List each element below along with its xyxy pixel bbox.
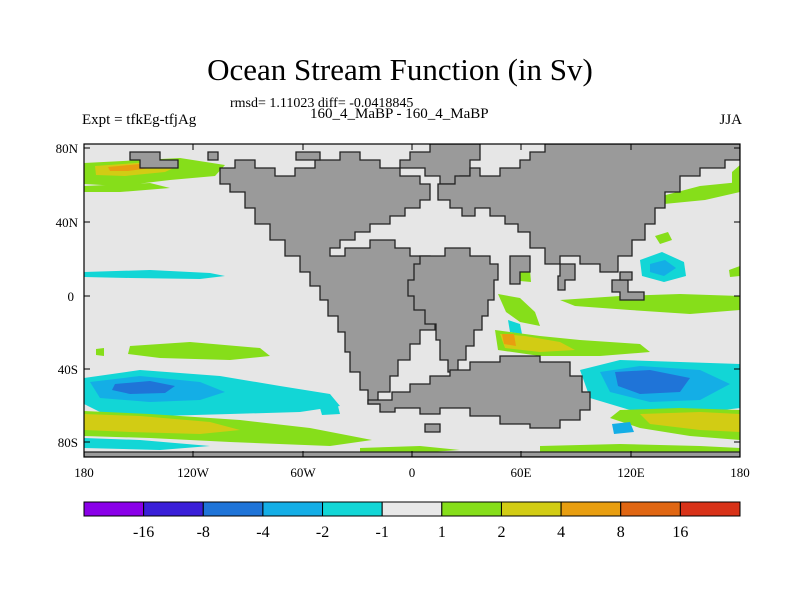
land-eurasia <box>437 144 740 273</box>
lat-label-40s: 40S <box>58 362 78 377</box>
colorbar-label: 4 <box>557 524 565 541</box>
field-npacific-positive-east <box>84 183 170 192</box>
colorbar-label: 8 <box>617 524 625 541</box>
field-antarctic-negative <box>84 438 210 450</box>
field-westpacific-positive-small <box>729 266 740 277</box>
field-agulhas-core <box>500 334 575 352</box>
land-japan <box>619 271 633 281</box>
season-label: JJA <box>719 112 742 128</box>
field-australia-negative-max <box>615 370 690 394</box>
lon-label-60w: 60W <box>290 465 316 480</box>
anomaly-fields <box>84 158 740 457</box>
lon-label-120w: 120W <box>177 465 210 480</box>
stats-text: rmsd= 1.11023 diff= -0.0418845 <box>230 96 414 111</box>
lat-label-80n: 80N <box>56 141 79 156</box>
land-india <box>557 263 576 291</box>
land-africa <box>407 247 499 373</box>
land-southern-island <box>424 423 441 433</box>
lon-label-180w: 180 <box>74 465 94 480</box>
colorbar-swatch <box>143 501 204 517</box>
colorbar-label: 1 <box>438 524 446 541</box>
land-masses <box>84 144 740 457</box>
field-npacific-east-max <box>732 165 740 186</box>
latitude-axis: 80N 40N 0 40S 80S <box>56 141 740 450</box>
colorbar-label: -4 <box>256 524 269 541</box>
field-npacific-east-positive <box>662 182 740 204</box>
land-alaska-islands <box>129 151 179 169</box>
colorbar-label: -2 <box>316 524 329 541</box>
colorbar-swatch <box>381 501 443 517</box>
colorbar-swatch <box>262 501 324 517</box>
lon-label-120e: 120E <box>617 465 645 480</box>
field-westpacific-negative-core <box>650 260 676 276</box>
longitude-axis: 180 120W 60W 0 60E 120E 180 <box>74 144 750 480</box>
period-label: 160_4_MaBP - 160_4_MaBP <box>310 106 489 122</box>
colorbar-swatch <box>202 501 264 517</box>
field-tropical-negative <box>84 270 225 279</box>
colorbar-label: -16 <box>133 524 154 541</box>
field-spacific-positive-small <box>96 348 104 356</box>
colorbar-label: -1 <box>376 524 389 541</box>
colorbar-label: -8 <box>197 524 210 541</box>
colorbar-swatch <box>322 501 383 517</box>
field-australia-positive-core <box>640 412 740 432</box>
land-antarctica-block <box>367 355 591 429</box>
field-indian-positive-arc <box>498 294 540 326</box>
lon-label-0: 0 <box>409 465 416 480</box>
field-southern-negative-small <box>320 406 340 415</box>
colorbar-swatch <box>500 501 562 517</box>
experiment-label: Expt = tfkEg-tfjAg <box>82 112 197 128</box>
plot-title: Ocean Stream Function (in Sv) <box>207 52 593 87</box>
land-southeast-asia <box>611 279 645 301</box>
colorbar-swatch <box>620 501 681 517</box>
colorbar-swatch <box>679 501 741 517</box>
land-arctic-canada <box>295 151 321 161</box>
field-spacific-positive <box>128 342 270 360</box>
map-panel <box>84 144 740 457</box>
colorbar-label: 2 <box>497 524 505 541</box>
lon-label-180e: 180 <box>730 465 750 480</box>
field-westpacific-positive <box>655 232 672 244</box>
lat-label-80s: 80S <box>58 435 78 450</box>
colorbar-swatch <box>560 501 622 517</box>
lon-label-60e: 60E <box>511 465 532 480</box>
colorbar-swatch <box>441 501 502 517</box>
colorbar-label: 16 <box>672 524 688 541</box>
field-indian-positive-band <box>560 294 740 314</box>
field-southern-negative-max <box>112 381 175 394</box>
field-agulhas-max <box>502 334 516 346</box>
field-south-indian-negative-small <box>612 422 634 434</box>
field-madagascar-negative <box>508 320 522 334</box>
lat-label-40n: 40N <box>56 215 79 230</box>
colorbar: -16 -8 -4 -2 -1 1 2 4 8 16 <box>83 501 741 541</box>
field-southern-positive-core <box>84 414 240 434</box>
lat-label-0: 0 <box>68 289 75 304</box>
field-indian-positive-north <box>520 270 531 282</box>
colorbar-swatch <box>83 501 145 517</box>
land-beringia <box>207 151 219 161</box>
land-arabia <box>509 255 531 285</box>
